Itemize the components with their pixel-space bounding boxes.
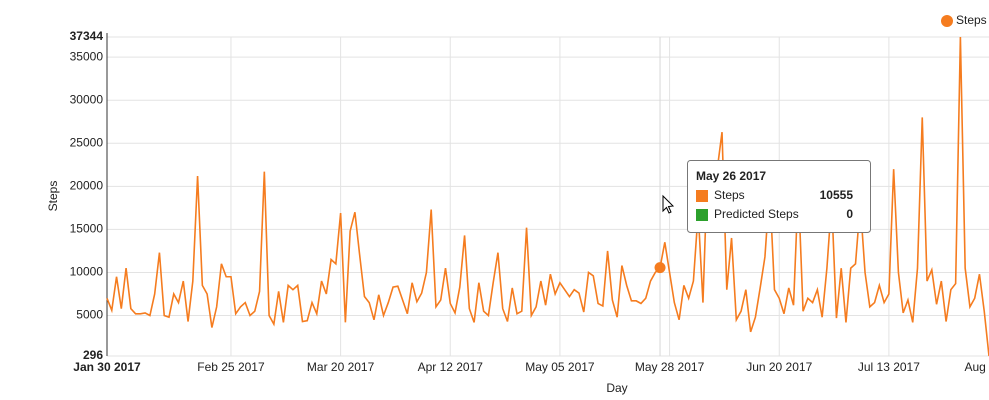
legend-label: Steps [956, 13, 987, 27]
x-tick-label: Jul 13 2017 [858, 360, 920, 374]
x-tick-label: Mar 20 2017 [307, 360, 375, 374]
y-tick-label: 10000 [70, 265, 104, 279]
x-tick-label: Apr 12 2017 [418, 360, 484, 374]
y-tick-label: 15000 [70, 222, 104, 236]
x-tick-label: Feb 25 2017 [197, 360, 265, 374]
y-tick-label: 30000 [70, 92, 104, 106]
tooltip-value: 0 [846, 207, 853, 221]
mouse-cursor [662, 194, 675, 214]
tooltip-swatch [696, 190, 708, 202]
line-series [106, 36, 989, 357]
tooltip-name: Predicted Steps [714, 207, 799, 221]
legend-marker [941, 15, 953, 27]
x-tick-label: May 28 2017 [635, 360, 705, 374]
y-tick-label: 5000 [76, 308, 103, 322]
tooltip-swatch [696, 209, 708, 221]
x-tick-label: Jun 20 2017 [746, 360, 812, 374]
y-tick-label: 20000 [70, 179, 104, 193]
y-tick-label: 25000 [70, 135, 104, 149]
y-axis-label: Steps [46, 181, 60, 212]
tooltip-box [687, 160, 871, 233]
x-tick-label: Jan 30 2017 [73, 360, 141, 374]
y-tick-label: 296 [83, 348, 103, 362]
hover-point [654, 262, 666, 274]
y-tick-label: 37344 [70, 29, 104, 43]
x-tick-label: Aug 05 2017 [965, 360, 989, 374]
tooltip-name: Steps [714, 188, 745, 202]
x-axis-label: Day [606, 381, 627, 395]
y-tick-label: 35000 [70, 49, 104, 63]
tooltip: May 26 2017 Steps 10555 Predicted Steps 0 [687, 160, 871, 233]
tooltip-title: May 26 2017 [696, 169, 766, 183]
x-tick-label: May 05 2017 [525, 360, 595, 374]
tooltip-value: 10555 [820, 188, 854, 202]
